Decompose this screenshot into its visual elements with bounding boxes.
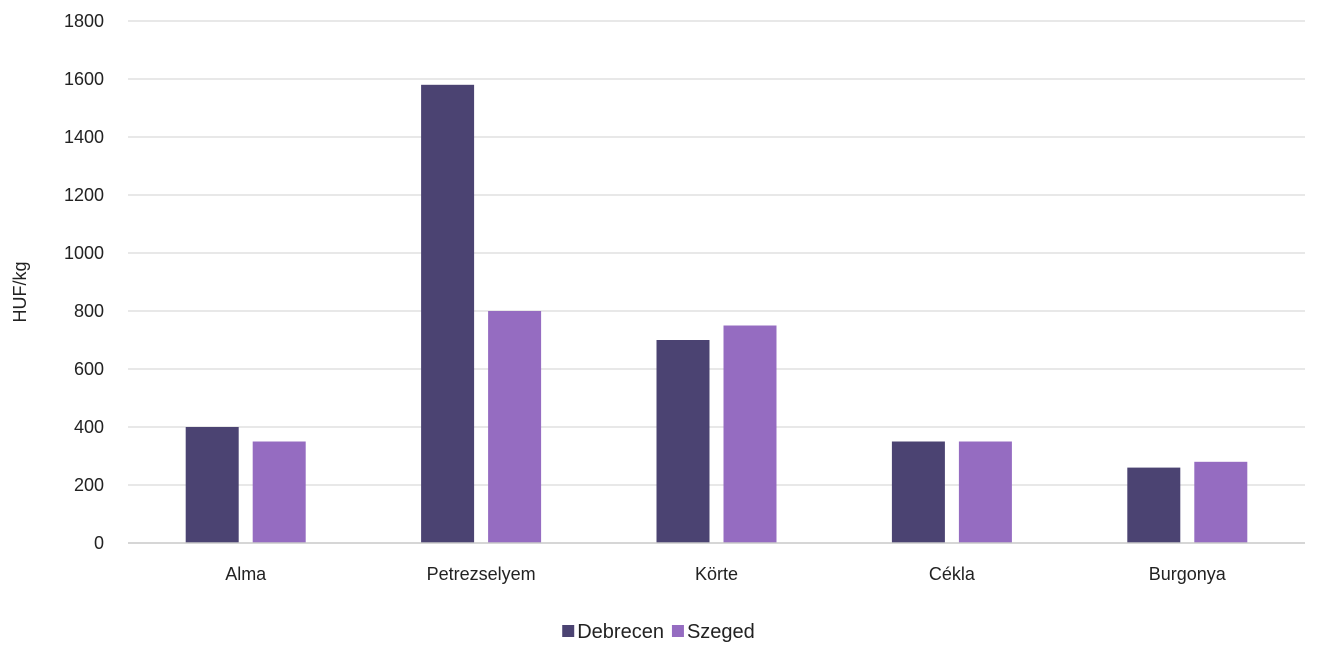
legend-item-szeged: Szeged	[671, 621, 755, 643]
bar-debrecen	[891, 441, 945, 543]
bar-debrecen	[1127, 467, 1181, 543]
legend-label: Debrecen	[577, 621, 664, 643]
y-tick-label: 1600	[64, 69, 104, 89]
bar-szeged	[488, 311, 542, 543]
y-axis-label: HUF/kg	[10, 261, 30, 322]
y-tick-label: 0	[94, 533, 104, 553]
legend-label: Szeged	[687, 621, 755, 643]
gridlines	[128, 20, 1305, 486]
x-tick-label: Cékla	[929, 564, 976, 584]
bar-debrecen	[185, 427, 239, 543]
y-tick-label: 1400	[64, 127, 104, 147]
bar-szeged	[958, 441, 1012, 543]
x-tick-label: Burgonya	[1149, 564, 1227, 584]
bar-szeged	[723, 325, 777, 543]
legend-swatch	[562, 625, 575, 637]
x-axis-ticks: Alma Petrezselyem Körte Cékla Burgonya	[225, 564, 1227, 584]
bar-debrecen	[421, 84, 475, 544]
y-tick-label: 1200	[64, 185, 104, 205]
y-axis-ticks: 0 200 400 600 800 1000 1200 1400 1600 1800	[64, 11, 104, 553]
bar-debrecen	[656, 340, 710, 543]
x-tick-label: Körte	[695, 564, 738, 584]
bar-szeged	[252, 441, 306, 543]
x-tick-label: Alma	[225, 564, 267, 584]
legend-swatch	[671, 625, 684, 637]
y-tick-label: 1800	[64, 11, 104, 31]
legend: Debrecen Szeged	[562, 621, 755, 643]
y-tick-label: 1000	[64, 243, 104, 263]
y-tick-label: 800	[74, 301, 104, 321]
bar-szeged	[1194, 461, 1248, 543]
bars	[185, 84, 1248, 544]
x-tick-label: Petrezselyem	[427, 564, 536, 584]
y-tick-label: 200	[74, 475, 104, 495]
y-tick-label: 600	[74, 359, 104, 379]
y-tick-label: 400	[74, 417, 104, 437]
legend-item-debrecen: Debrecen	[562, 621, 664, 643]
